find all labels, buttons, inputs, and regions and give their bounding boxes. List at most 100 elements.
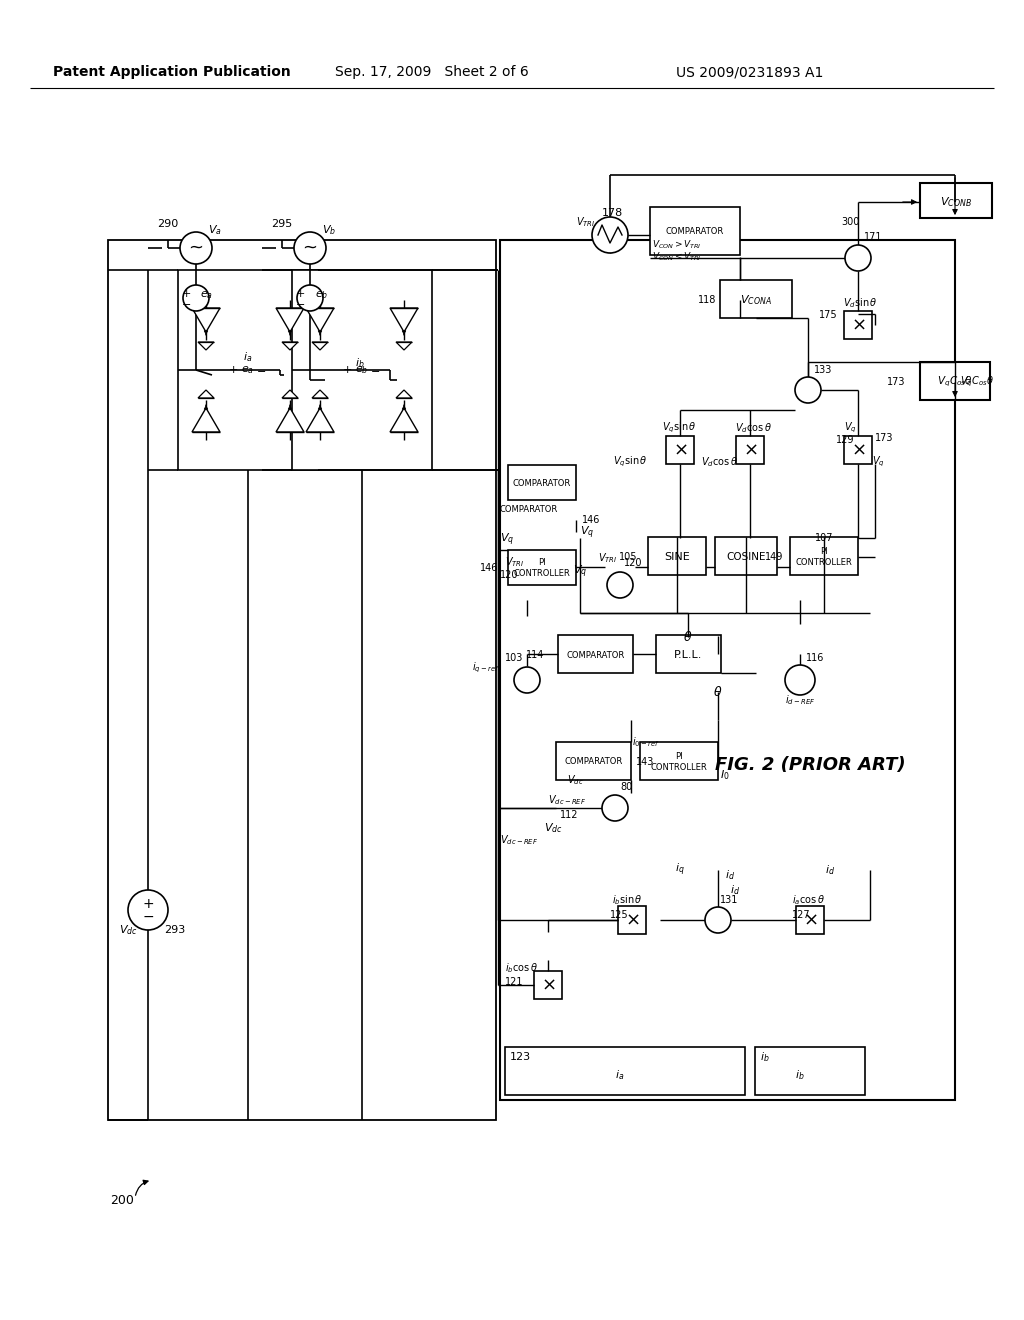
- Text: $V_qC_{os}\theta$: $V_qC_{os}\theta$: [937, 375, 973, 389]
- Bar: [715, 537, 777, 576]
- Text: $V_{CON}<V_{TRI}$: $V_{CON}<V_{TRI}$: [652, 251, 701, 263]
- Text: $V_{dc}$: $V_{dc}$: [544, 821, 562, 836]
- Bar: [844, 436, 872, 465]
- Text: $V_{TRI}$: $V_{TRI}$: [575, 215, 595, 228]
- Circle shape: [845, 246, 871, 271]
- Bar: [534, 972, 562, 999]
- Bar: [500, 240, 955, 1100]
- Text: 80: 80: [620, 781, 632, 792]
- Text: 295: 295: [271, 219, 293, 228]
- Text: US 2009/0231893 A1: US 2009/0231893 A1: [676, 65, 823, 79]
- Text: $V_b$: $V_b$: [322, 223, 336, 236]
- Text: 112: 112: [560, 810, 579, 820]
- Text: $e_b$: $e_b$: [355, 364, 369, 376]
- Text: $V_q$: $V_q$: [872, 455, 885, 469]
- Polygon shape: [276, 308, 304, 333]
- Circle shape: [514, 667, 540, 693]
- Text: 178: 178: [601, 209, 623, 218]
- Text: +: +: [295, 289, 305, 300]
- Circle shape: [602, 795, 628, 821]
- Text: $e_b$: $e_b$: [315, 289, 329, 301]
- Text: $V_{CONB}$: $V_{CONB}$: [940, 195, 972, 209]
- Text: $e_a$: $e_a$: [201, 289, 214, 301]
- Text: COMPARATOR: COMPARATOR: [567, 651, 625, 660]
- Bar: [648, 537, 706, 576]
- Bar: [720, 280, 792, 318]
- Text: $\times$: $\times$: [803, 911, 817, 929]
- Text: COMPARATOR: COMPARATOR: [565, 758, 624, 767]
- Polygon shape: [193, 308, 220, 333]
- Text: $-$: $-$: [256, 366, 266, 375]
- Text: 125: 125: [610, 909, 629, 920]
- Text: PI
CONTROLLER: PI CONTROLLER: [796, 548, 852, 566]
- Bar: [650, 207, 740, 255]
- Text: 293: 293: [165, 925, 185, 935]
- Text: $i_q$: $i_q$: [675, 862, 685, 878]
- Polygon shape: [396, 342, 412, 350]
- Circle shape: [294, 232, 326, 264]
- Polygon shape: [390, 408, 418, 432]
- Text: $i_b$: $i_b$: [760, 1051, 770, 1064]
- Circle shape: [128, 890, 168, 931]
- Polygon shape: [276, 408, 304, 432]
- Text: $I_0$: $I_0$: [720, 768, 730, 781]
- Text: $i_a\cos\theta$: $i_a\cos\theta$: [792, 894, 825, 907]
- Text: $V_{dc}$: $V_{dc}$: [119, 923, 137, 937]
- Text: 116: 116: [806, 653, 824, 663]
- Bar: [920, 183, 992, 218]
- Circle shape: [297, 285, 323, 312]
- Text: +: +: [228, 366, 238, 375]
- Polygon shape: [282, 389, 298, 399]
- Bar: [736, 436, 764, 465]
- Text: Sep. 17, 2009   Sheet 2 of 6: Sep. 17, 2009 Sheet 2 of 6: [335, 65, 528, 79]
- Text: $\times$: $\times$: [742, 441, 758, 459]
- Text: $-$: $-$: [181, 298, 191, 308]
- Polygon shape: [282, 342, 298, 350]
- Text: 173: 173: [887, 378, 905, 387]
- Text: +: +: [181, 289, 190, 300]
- Text: ~: ~: [302, 239, 317, 257]
- Text: 120: 120: [624, 558, 642, 568]
- Text: $i_d$: $i_d$: [730, 883, 740, 896]
- Text: $V_{CON}>V_{TRI}$: $V_{CON}>V_{TRI}$: [652, 239, 701, 251]
- Text: $V_q$: $V_q$: [580, 525, 594, 541]
- Text: 146: 146: [582, 515, 600, 525]
- Text: $i_{q-ref}$: $i_{q-ref}$: [472, 661, 500, 676]
- Text: $e_a$: $e_a$: [242, 364, 255, 376]
- Circle shape: [607, 572, 633, 598]
- Text: COSINE: COSINE: [726, 552, 766, 562]
- Text: 114: 114: [525, 649, 544, 660]
- Text: $V_a$: $V_a$: [208, 223, 222, 236]
- Bar: [108, 240, 496, 1119]
- Polygon shape: [198, 389, 214, 399]
- Bar: [178, 271, 318, 470]
- Circle shape: [183, 285, 209, 312]
- Text: $\times$: $\times$: [625, 911, 639, 929]
- Text: 146: 146: [479, 564, 498, 573]
- Text: 133: 133: [814, 366, 833, 375]
- Text: $V_{dc}$: $V_{dc}$: [566, 774, 584, 787]
- Bar: [556, 742, 631, 780]
- Text: +: +: [342, 366, 351, 375]
- Text: $V_qC_{os}\theta$: $V_qC_{os}\theta$: [961, 375, 994, 389]
- Text: FIG. 2 (PRIOR ART): FIG. 2 (PRIOR ART): [715, 756, 905, 774]
- Polygon shape: [306, 308, 334, 333]
- Text: 149: 149: [765, 552, 783, 562]
- Text: $i_{d-REF}$: $i_{d-REF}$: [784, 693, 815, 708]
- Text: $-$: $-$: [295, 298, 305, 308]
- Text: $\times$: $\times$: [673, 441, 687, 459]
- Polygon shape: [312, 342, 328, 350]
- Text: $V_{dc-REF}$: $V_{dc-REF}$: [548, 793, 586, 807]
- Text: $V_{CONA}$: $V_{CONA}$: [740, 293, 772, 306]
- Text: 175: 175: [819, 310, 838, 319]
- Bar: [558, 635, 633, 673]
- Text: $\times$: $\times$: [851, 315, 865, 334]
- Text: $i_b\sin\theta$: $i_b\sin\theta$: [612, 894, 643, 907]
- Text: P.L.L.: P.L.L.: [674, 649, 702, 660]
- Bar: [505, 1047, 745, 1096]
- Text: $V_{dc-REF}$: $V_{dc-REF}$: [500, 833, 539, 847]
- Polygon shape: [396, 389, 412, 399]
- Polygon shape: [306, 408, 334, 432]
- Text: $-$: $-$: [142, 909, 154, 923]
- Bar: [796, 906, 824, 935]
